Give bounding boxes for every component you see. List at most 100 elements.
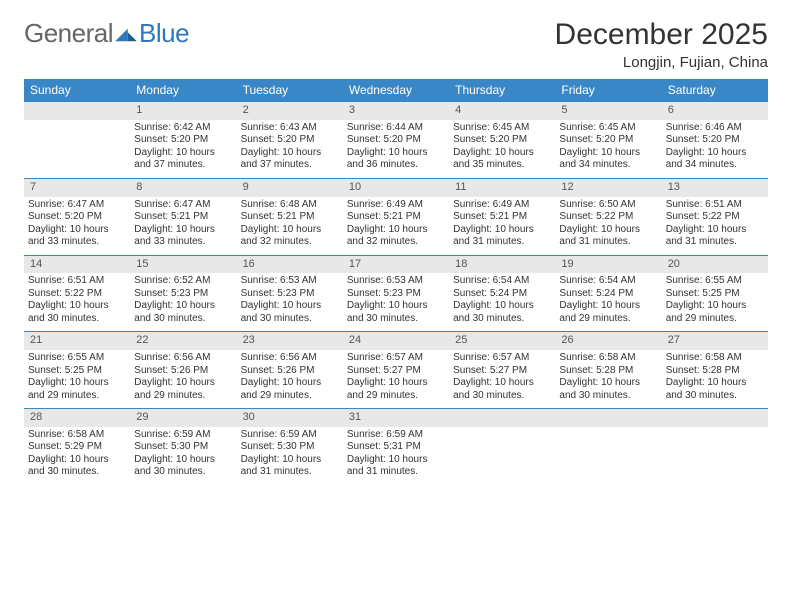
day-number	[555, 409, 661, 427]
sunset-line: Sunset: 5:30 PM	[134, 441, 232, 454]
sunset-line: Sunset: 5:22 PM	[559, 211, 657, 224]
daylight-line: Daylight: 10 hours and 35 minutes.	[453, 147, 551, 172]
day-number: 19	[555, 256, 661, 274]
day-cell: 25Sunrise: 6:57 AMSunset: 5:27 PMDayligh…	[449, 332, 555, 408]
daylight-line: Daylight: 10 hours and 29 minutes.	[666, 300, 764, 325]
day-number	[662, 409, 768, 427]
daylight-line: Daylight: 10 hours and 31 minutes.	[347, 454, 445, 479]
day-number: 31	[343, 409, 449, 427]
sunset-line: Sunset: 5:27 PM	[453, 365, 551, 378]
sunset-line: Sunset: 5:29 PM	[28, 441, 126, 454]
daylight-line: Daylight: 10 hours and 36 minutes.	[347, 147, 445, 172]
day-cell: 31Sunrise: 6:59 AMSunset: 5:31 PMDayligh…	[343, 409, 449, 485]
day-cell: 26 Sunrise: 6:58 AMSunset: 5:28 PMDayligh…	[555, 332, 661, 408]
sunrise-line: Sunrise: 6:49 AM	[347, 199, 445, 212]
day-cell	[24, 102, 130, 178]
day-body: Sunrise: 6:45 AMSunset: 5:20 PMDaylight:…	[555, 122, 661, 172]
day-number: 15	[130, 256, 236, 274]
sunset-line: Sunset: 5:20 PM	[134, 134, 232, 147]
sunrise-line: Sunrise: 6:53 AM	[241, 275, 339, 288]
day-cell	[449, 409, 555, 485]
sunset-line: Sunset: 5:25 PM	[28, 365, 126, 378]
day-number: 6	[662, 102, 768, 120]
day-number	[449, 409, 555, 427]
sunrise-line: Sunrise: 6:51 AM	[666, 199, 764, 212]
sunrise-line: Sunrise: 6:58 AM	[559, 352, 657, 365]
logo: General Blue	[24, 18, 189, 49]
day-body: Sunrise: 6:42 AMSunset: 5:20 PMDaylight:…	[130, 122, 236, 172]
day-body: Sunrise: 6:47 AMSunset: 5:20 PMDaylight:…	[24, 199, 130, 249]
daylight-line: Daylight: 10 hours and 31 minutes.	[559, 224, 657, 249]
sunrise-line: Sunrise: 6:59 AM	[134, 429, 232, 442]
week-row: 7Sunrise: 6:47 AMSunset: 5:20 PMDaylight…	[24, 178, 768, 255]
day-cell: 2Sunrise: 6:43 AMSunset: 5:20 PMDaylight…	[237, 102, 343, 178]
daylight-line: Daylight: 10 hours and 30 minutes.	[134, 300, 232, 325]
sunset-line: Sunset: 5:21 PM	[241, 211, 339, 224]
day-number: 3	[343, 102, 449, 120]
sunrise-line: Sunrise: 6:47 AM	[28, 199, 126, 212]
day-number: 24	[343, 332, 449, 350]
logo-text-general: General	[24, 18, 113, 49]
header: General Blue December 2025 Longjin, Fuji…	[24, 18, 768, 71]
daylight-line: Daylight: 10 hours and 30 minutes.	[347, 300, 445, 325]
day-cell: 3Sunrise: 6:44 AMSunset: 5:20 PMDaylight…	[343, 102, 449, 178]
logo-triangle-icon	[115, 25, 137, 43]
sunset-line: Sunset: 5:25 PM	[666, 288, 764, 301]
sunset-line: Sunset: 5:23 PM	[241, 288, 339, 301]
day-cell: 29Sunrise: 6:59 AMSunset: 5:30 PMDayligh…	[130, 409, 236, 485]
day-body: Sunrise: 6:58 AMSunset: 5:28 PMDaylight:…	[662, 352, 768, 402]
day-body: Sunrise: 6:59 AMSunset: 5:30 PMDaylight:…	[130, 429, 236, 479]
day-cell: 5Sunrise: 6:45 AMSunset: 5:20 PMDaylight…	[555, 102, 661, 178]
day-cell: 14Sunrise: 6:51 AMSunset: 5:22 PMDayligh…	[24, 256, 130, 332]
day-body: Sunrise: 6:58 AMSunset: 5:28 PMDaylight:…	[555, 352, 661, 402]
day-number: 18	[449, 256, 555, 274]
sunset-line: Sunset: 5:23 PM	[134, 288, 232, 301]
sunset-line: Sunset: 5:28 PM	[559, 365, 657, 378]
sunrise-line: Sunrise: 6:56 AM	[134, 352, 232, 365]
daylight-line: Daylight: 10 hours and 29 minutes.	[347, 377, 445, 402]
day-number: 22	[130, 332, 236, 350]
sunset-line: Sunset: 5:20 PM	[453, 134, 551, 147]
daylight-line: Daylight: 10 hours and 29 minutes.	[134, 377, 232, 402]
day-body: Sunrise: 6:53 AMSunset: 5:23 PMDaylight:…	[343, 275, 449, 325]
day-body: Sunrise: 6:51 AMSunset: 5:22 PMDaylight:…	[24, 275, 130, 325]
logo-text-blue: Blue	[139, 18, 189, 49]
day-body: Sunrise: 6:49 AMSunset: 5:21 PMDaylight:…	[449, 199, 555, 249]
daylight-line: Daylight: 10 hours and 34 minutes.	[666, 147, 764, 172]
daylight-line: Daylight: 10 hours and 34 minutes.	[559, 147, 657, 172]
sunrise-line: Sunrise: 6:44 AM	[347, 122, 445, 135]
sunrise-line: Sunrise: 6:55 AM	[666, 275, 764, 288]
week-row: 28Sunrise: 6:58 AMSunset: 5:29 PMDayligh…	[24, 408, 768, 485]
weekday-header: Saturday	[662, 79, 768, 101]
day-body: Sunrise: 6:56 AMSunset: 5:26 PMDaylight:…	[237, 352, 343, 402]
daylight-line: Daylight: 10 hours and 31 minutes.	[241, 454, 339, 479]
day-body: Sunrise: 6:50 AMSunset: 5:22 PMDaylight:…	[555, 199, 661, 249]
daylight-line: Daylight: 10 hours and 30 minutes.	[241, 300, 339, 325]
sunset-line: Sunset: 5:27 PM	[347, 365, 445, 378]
day-cell: 17Sunrise: 6:53 AMSunset: 5:23 PMDayligh…	[343, 256, 449, 332]
day-number: 9	[237, 179, 343, 197]
sunrise-line: Sunrise: 6:45 AM	[559, 122, 657, 135]
day-number: 26	[555, 332, 661, 350]
day-body: Sunrise: 6:57 AMSunset: 5:27 PMDaylight:…	[343, 352, 449, 402]
day-cell: 4Sunrise: 6:45 AMSunset: 5:20 PMDaylight…	[449, 102, 555, 178]
day-body: Sunrise: 6:58 AMSunset: 5:29 PMDaylight:…	[24, 429, 130, 479]
sunset-line: Sunset: 5:22 PM	[28, 288, 126, 301]
daylight-line: Daylight: 10 hours and 30 minutes.	[28, 300, 126, 325]
sunset-line: Sunset: 5:22 PM	[666, 211, 764, 224]
day-number: 12	[555, 179, 661, 197]
daylight-line: Daylight: 10 hours and 30 minutes.	[453, 377, 551, 402]
day-body: Sunrise: 6:56 AMSunset: 5:26 PMDaylight:…	[130, 352, 236, 402]
sunrise-line: Sunrise: 6:51 AM	[28, 275, 126, 288]
sunrise-line: Sunrise: 6:48 AM	[241, 199, 339, 212]
daylight-line: Daylight: 10 hours and 30 minutes.	[666, 377, 764, 402]
sunrise-line: Sunrise: 6:53 AM	[347, 275, 445, 288]
sunrise-line: Sunrise: 6:59 AM	[241, 429, 339, 442]
sunset-line: Sunset: 5:20 PM	[241, 134, 339, 147]
sunrise-line: Sunrise: 6:56 AM	[241, 352, 339, 365]
day-cell: 8Sunrise: 6:47 AMSunset: 5:21 PMDaylight…	[130, 179, 236, 255]
day-cell: 20Sunrise: 6:55 AMSunset: 5:25 PMDayligh…	[662, 256, 768, 332]
sunrise-line: Sunrise: 6:58 AM	[666, 352, 764, 365]
weekday-header: Tuesday	[237, 79, 343, 101]
day-body: Sunrise: 6:49 AMSunset: 5:21 PMDaylight:…	[343, 199, 449, 249]
